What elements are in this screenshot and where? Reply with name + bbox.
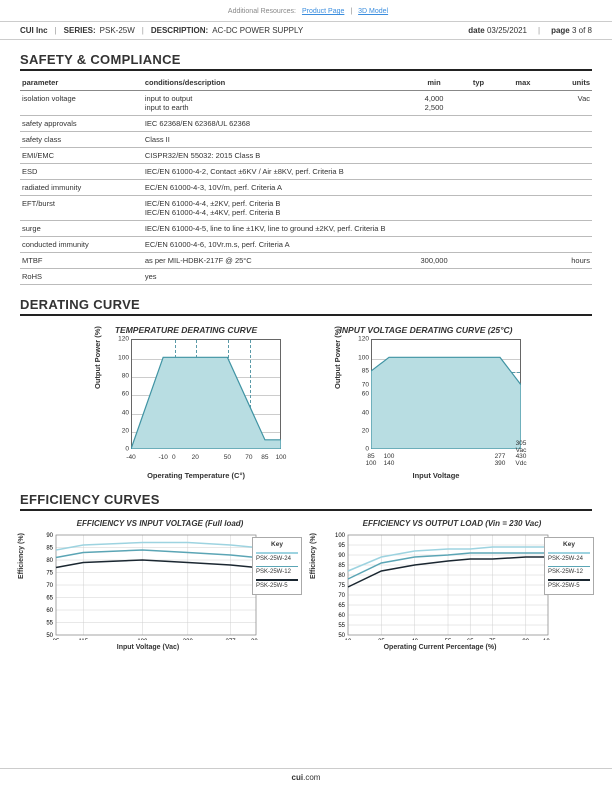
- svg-text:65: 65: [46, 596, 53, 602]
- svg-text:95: 95: [338, 543, 345, 549]
- desc-label: DESCRIPTION:: [151, 26, 208, 35]
- svg-text:85: 85: [53, 639, 60, 640]
- derating-charts: TEMPERATURE DERATING CURVE Output Power …: [20, 326, 592, 480]
- svg-text:230: 230: [183, 639, 194, 640]
- eff-charts: EFFICIENCY VS INPUT VOLTAGE (Full load) …: [20, 519, 592, 651]
- legend-item: PSK-25W-12: [256, 564, 298, 578]
- footer: cui.com: [0, 768, 612, 782]
- table-row: radiated immunityEC/EN 61000-4-3, 10V/m,…: [20, 180, 592, 196]
- page-label: page: [551, 26, 570, 35]
- svg-text:100: 100: [543, 639, 550, 640]
- svg-text:10: 10: [345, 639, 352, 640]
- svg-text:75: 75: [46, 571, 53, 577]
- svg-text:55: 55: [46, 621, 53, 627]
- divider: |: [350, 8, 352, 15]
- table-row: conducted immunityEC/EN 61000-4-6, 10Vr.…: [20, 237, 592, 253]
- svg-text:90: 90: [338, 553, 345, 559]
- table-row: safety classClass II: [20, 132, 592, 148]
- desc: AC-DC POWER SUPPLY: [212, 26, 303, 35]
- table-row: surgeIEC/EN 61000-4-5, line to line ±1KV…: [20, 221, 592, 237]
- svg-text:100: 100: [335, 533, 346, 539]
- top-resources: Additional Resources: Product Page | 3D …: [0, 0, 612, 21]
- date: 03/25/2021: [487, 26, 527, 35]
- svg-text:80: 80: [46, 558, 53, 564]
- eff-chart-2: EFFICIENCY VS OUTPUT LOAD (Vin = 230 Vac…: [312, 519, 592, 651]
- table-row: EFT/burstIEC/EN 61000-4-4, ±2KV, perf. C…: [20, 196, 592, 221]
- date-label: date: [468, 26, 484, 35]
- svg-text:277: 277: [226, 639, 237, 640]
- link-3d-model[interactable]: 3D Model: [358, 8, 388, 15]
- svg-text:85: 85: [338, 563, 345, 569]
- derating-title: DERATING CURVE: [20, 297, 592, 316]
- svg-text:85: 85: [46, 546, 53, 552]
- series: PSK-25W: [100, 26, 135, 35]
- svg-text:65: 65: [467, 639, 474, 640]
- svg-text:25: 25: [378, 639, 385, 640]
- svg-text:40: 40: [411, 639, 418, 640]
- eff-title: EFFICIENCY CURVES: [20, 492, 592, 511]
- svg-text:65: 65: [338, 603, 345, 609]
- table-row: safety approvalsIEC 62368/EN 62368/UL 62…: [20, 116, 592, 132]
- legend-item: PSK-25W-5: [548, 577, 590, 591]
- footer-suffix: .com: [303, 773, 320, 782]
- safety-table: parameter conditions/description min typ…: [20, 75, 592, 285]
- svg-text:70: 70: [338, 593, 345, 599]
- svg-text:55: 55: [445, 639, 452, 640]
- svg-text:115: 115: [78, 639, 88, 640]
- legend-item: PSK-25W-12: [548, 564, 590, 578]
- header-right: date 03/25/2021 | page 3 of 8: [468, 26, 592, 35]
- svg-text:75: 75: [338, 583, 345, 589]
- top-label: Additional Resources:: [228, 8, 296, 15]
- svg-text:55: 55: [338, 623, 345, 629]
- svg-text:180: 180: [137, 639, 148, 640]
- table-row: isolation voltageinput to outputinput to…: [20, 91, 592, 116]
- company: CUI Inc: [20, 26, 48, 35]
- temp-derating-chart: TEMPERATURE DERATING CURVE Output Power …: [81, 326, 291, 480]
- safety-title: SAFETY & COMPLIANCE: [20, 52, 592, 71]
- header-bar: CUI Inc | SERIES: PSK-25W | DESCRIPTION:…: [0, 21, 612, 40]
- legend-item: PSK-25W-5: [256, 577, 298, 591]
- volt-derating-chart: INPUT VOLTAGE DERATING CURVE (25°C) Outp…: [321, 326, 531, 480]
- svg-text:60: 60: [46, 608, 53, 614]
- svg-text:90: 90: [46, 533, 53, 539]
- svg-text:305: 305: [251, 639, 258, 640]
- content: SAFETY & COMPLIANCE parameter conditions…: [0, 40, 612, 651]
- link-product-page[interactable]: Product Page: [302, 8, 344, 15]
- eff-chart-1: EFFICIENCY VS INPUT VOLTAGE (Full load) …: [20, 519, 300, 651]
- svg-text:75: 75: [489, 639, 496, 640]
- svg-text:90: 90: [522, 639, 529, 640]
- legend-item: PSK-25W-24: [256, 550, 298, 564]
- table-row: EMI/EMCCISPR32/EN 55032: 2015 Class B: [20, 148, 592, 164]
- legend-2: Key PSK-25W-24PSK-25W-12PSK-25W-5: [544, 537, 594, 595]
- legend-item: PSK-25W-24: [548, 550, 590, 564]
- footer-brand: cui: [292, 773, 304, 782]
- page: 3 of 8: [572, 26, 592, 35]
- table-row: MTBFas per MIL-HDBK-217F @ 25°C300,000ho…: [20, 253, 592, 269]
- table-row: RoHSyes: [20, 269, 592, 285]
- svg-text:80: 80: [338, 573, 345, 579]
- series-label: SERIES:: [64, 26, 96, 35]
- header-left: CUI Inc | SERIES: PSK-25W | DESCRIPTION:…: [20, 26, 303, 35]
- svg-text:60: 60: [338, 613, 345, 619]
- table-row: ESDIEC/EN 61000-4-2, Contact ±6KV / Air …: [20, 164, 592, 180]
- svg-text:70: 70: [46, 583, 53, 589]
- legend-1: Key PSK-25W-24PSK-25W-12PSK-25W-5: [252, 537, 302, 595]
